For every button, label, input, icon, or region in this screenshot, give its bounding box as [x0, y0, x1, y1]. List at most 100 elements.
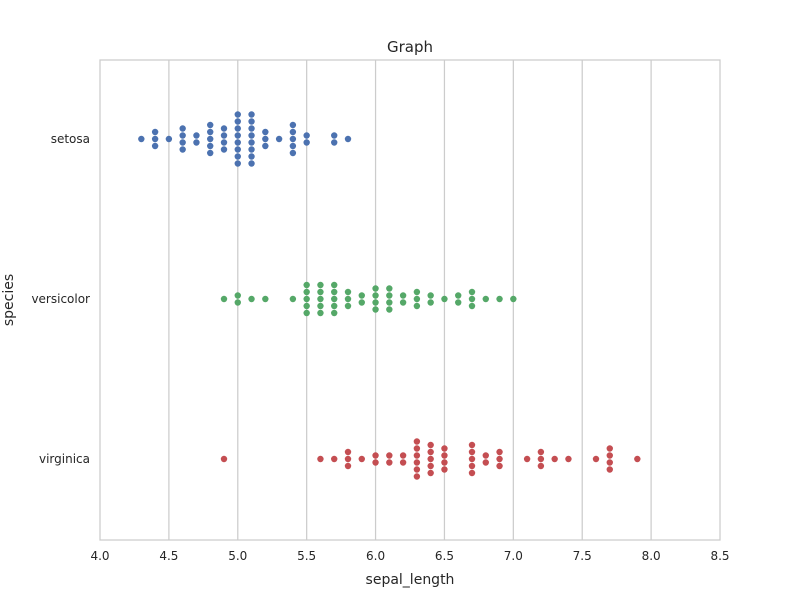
y-axis-label: species: [1, 274, 17, 326]
data-point-versicolor: [234, 292, 241, 299]
data-point-setosa: [289, 142, 297, 150]
data-point-versicolor: [386, 285, 393, 292]
data-point-setosa: [207, 128, 214, 136]
data-point-virginica: [523, 455, 531, 463]
data-point-setosa: [165, 135, 173, 143]
data-point-versicolor: [496, 295, 503, 303]
x-tick-label: 7.0: [504, 549, 523, 563]
data-point-virginica: [592, 455, 600, 463]
x-axis-label: sepal_length: [366, 572, 455, 588]
data-point-virginica: [496, 462, 503, 470]
data-point-setosa: [331, 139, 338, 146]
data-point-virginica: [399, 459, 407, 466]
data-point-versicolor: [455, 299, 462, 306]
data-point-versicolor: [413, 302, 421, 310]
data-point-virginica: [537, 455, 545, 463]
y-tick-label-setosa: setosa: [51, 132, 90, 146]
data-point-virginica: [413, 452, 421, 459]
data-point-virginica: [565, 455, 572, 463]
data-point-virginica: [331, 455, 338, 463]
data-point-setosa: [220, 146, 228, 153]
data-point-versicolor: [413, 288, 421, 296]
data-point-setosa: [207, 121, 214, 129]
data-point-setosa: [303, 139, 310, 146]
data-point-virginica: [358, 455, 365, 463]
data-point-setosa: [234, 111, 241, 118]
data-point-versicolor: [220, 295, 228, 303]
data-point-versicolor: [303, 295, 310, 303]
data-point-virginica: [386, 459, 393, 466]
data-point-virginica: [427, 462, 434, 470]
x-tick-label: 4.5: [159, 549, 178, 563]
data-point-virginica: [427, 448, 434, 456]
data-point-versicolor: [331, 309, 338, 317]
data-point-setosa: [248, 146, 255, 153]
data-point-setosa: [234, 125, 241, 132]
data-point-setosa: [234, 160, 241, 167]
data-point-setosa: [207, 142, 214, 150]
data-point-virginica: [606, 445, 613, 452]
data-point-setosa: [234, 153, 241, 160]
data-point-setosa: [179, 146, 186, 153]
data-point-virginica: [496, 455, 503, 463]
plot-area-frame: [99, 59, 721, 541]
data-point-setosa: [289, 121, 297, 129]
x-tick-label: 8.0: [642, 549, 661, 563]
y-tick-labels: setosa versicolor virginica: [31, 132, 90, 466]
data-point-versicolor: [386, 306, 393, 313]
data-point-setosa: [220, 139, 228, 146]
data-point-virginica: [399, 452, 407, 459]
data-point-setosa: [289, 128, 297, 136]
data-point-setosa: [220, 132, 228, 139]
x-tick-label: 6.5: [435, 549, 454, 563]
data-point-setosa: [275, 135, 283, 143]
data-point-versicolor: [482, 295, 489, 303]
data-point-versicolor: [468, 288, 476, 296]
data-point-versicolor: [441, 295, 448, 303]
data-point-virginica: [427, 469, 434, 477]
data-point-virginica: [344, 455, 352, 463]
data-point-setosa: [151, 142, 159, 150]
data-point-versicolor: [331, 288, 338, 296]
data-point-setosa: [234, 139, 241, 146]
data-point-virginica: [372, 452, 379, 459]
data-point-setosa: [234, 146, 241, 153]
data-point-versicolor: [317, 302, 324, 310]
y-tick-label-virginica: virginica: [39, 452, 90, 466]
data-point-setosa: [248, 139, 255, 146]
data-point-setosa: [138, 135, 145, 143]
data-point-versicolor: [317, 281, 324, 289]
data-point-virginica: [427, 441, 434, 449]
data-point-setosa: [289, 135, 297, 143]
data-point-setosa: [151, 135, 159, 143]
data-point-virginica: [344, 462, 352, 470]
data-point-setosa: [207, 135, 214, 143]
data-point-setosa: [248, 153, 255, 160]
data-point-versicolor: [303, 302, 310, 310]
data-point-virginica: [441, 445, 448, 452]
data-point-virginica: [468, 441, 476, 449]
data-point-versicolor: [317, 295, 324, 303]
data-point-virginica: [413, 466, 421, 473]
data-point-virginica: [441, 466, 448, 473]
x-tick-label: 6.0: [366, 549, 385, 563]
data-point-versicolor: [455, 292, 462, 299]
data-point-virginica: [441, 452, 448, 459]
data-point-virginica: [468, 455, 476, 463]
data-point-virginica: [413, 459, 421, 466]
data-point-virginica: [386, 452, 393, 459]
data-point-setosa: [179, 125, 186, 132]
data-point-versicolor: [262, 295, 269, 303]
chart-title: Graph: [387, 38, 433, 56]
data-point-setosa: [289, 149, 297, 157]
x-tick-label: 8.5: [710, 549, 729, 563]
data-point-versicolor: [317, 309, 324, 317]
data-point-virginica: [537, 462, 545, 470]
data-point-setosa: [179, 139, 186, 146]
data-point-setosa: [248, 125, 255, 132]
data-point-virginica: [482, 459, 489, 466]
data-points: [138, 111, 641, 480]
data-point-virginica: [634, 455, 641, 463]
